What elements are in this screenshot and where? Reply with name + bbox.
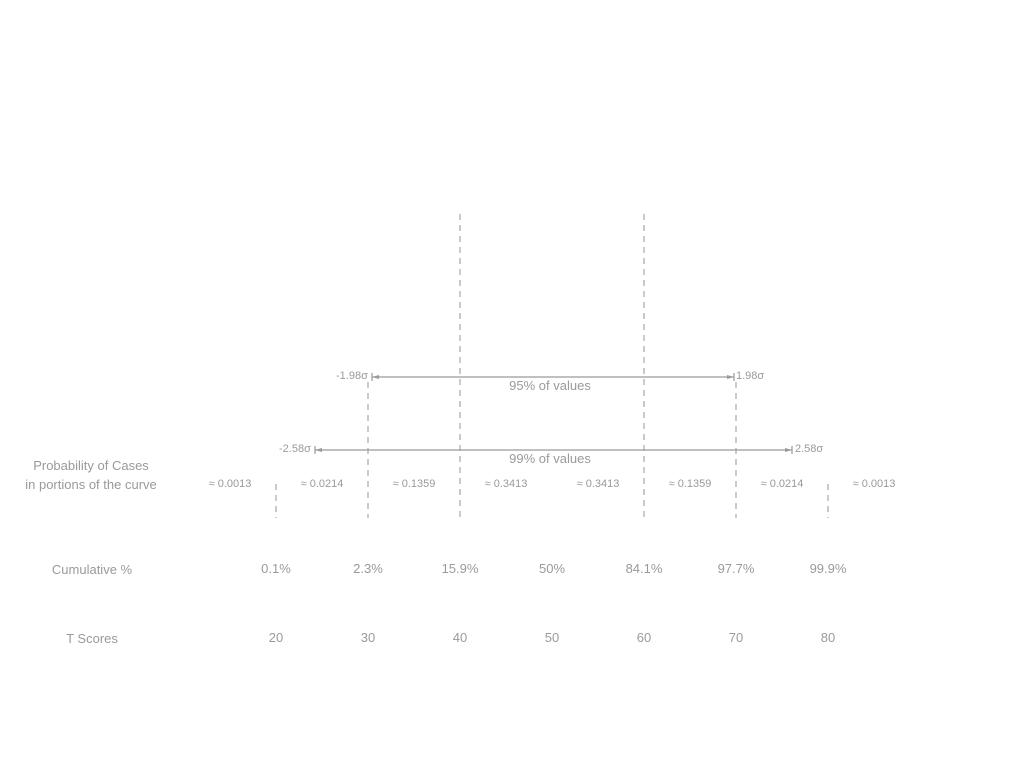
- t-score-value: 50: [544, 630, 560, 645]
- interval-95-left-label: -1.98σ: [336, 370, 368, 382]
- interval-99-caption: 99% of values: [509, 451, 591, 466]
- probability-value: ≈ 0.3413: [484, 478, 528, 490]
- probability-row-label-line1: Probability of Cases: [33, 458, 149, 473]
- probability-value: ≈ 0.0214: [300, 478, 344, 490]
- interval-95-right-label: 1.98σ: [736, 370, 765, 382]
- tscore-row-label: T Scores: [66, 631, 118, 646]
- cumulative-row-label: Cumulative %: [51, 562, 133, 577]
- t-score-value: 60: [636, 630, 652, 645]
- interval-95-left-arrowhead: [372, 375, 379, 379]
- t-score-value: 70: [728, 630, 744, 645]
- probability-value: ≈ 0.1359: [668, 478, 712, 490]
- cumulative-value: 50%: [538, 561, 566, 576]
- probability-row-label-line2: in portions of the curve: [25, 477, 157, 492]
- cumulative-value: 15.9%: [441, 561, 479, 576]
- t-score-value: 40: [452, 630, 468, 645]
- cumulative-value: 97.7%: [717, 561, 755, 576]
- interval-99-left-label: -2.58σ: [279, 443, 311, 455]
- cumulative-value: 0.1%: [261, 561, 291, 576]
- interval-99-left-arrowhead: [315, 448, 322, 452]
- interval-99-right-arrowhead: [785, 448, 792, 452]
- cumulative-value: 2.3%: [353, 561, 383, 576]
- probability-value: ≈ 0.3413: [576, 478, 620, 490]
- t-score-value: 20: [268, 630, 284, 645]
- t-score-value: 80: [820, 630, 836, 645]
- probability-value: ≈ 0.0013: [852, 478, 896, 490]
- cumulative-value: 84.1%: [625, 561, 663, 576]
- probability-value: ≈ 0.0214: [760, 478, 804, 490]
- probability-row-label: Probability of Cases in portions of the …: [25, 456, 157, 494]
- t-score-value: 30: [360, 630, 376, 645]
- interval-95-right-arrowhead: [727, 375, 734, 379]
- interval-95-caption: 95% of values: [509, 378, 591, 393]
- interval-99-right-label: 2.58σ: [795, 443, 824, 455]
- cumulative-value: 99.9%: [809, 561, 847, 576]
- probability-value: ≈ 0.1359: [392, 478, 436, 490]
- probability-value: ≈ 0.0013: [208, 478, 252, 490]
